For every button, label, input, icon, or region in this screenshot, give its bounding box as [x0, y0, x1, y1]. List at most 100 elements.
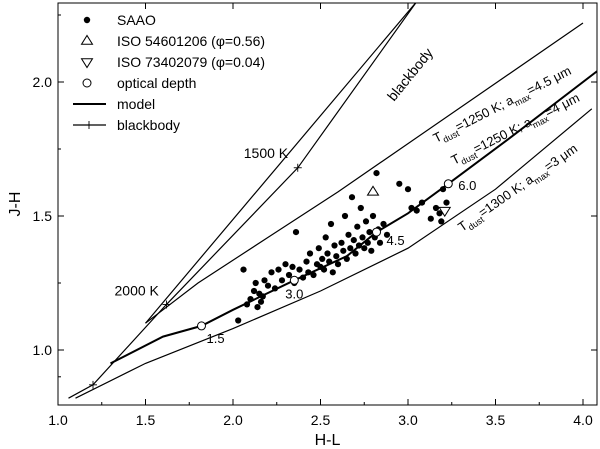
curve-label-part: =1300 K; a — [476, 171, 537, 220]
saao-point — [343, 255, 350, 262]
saao-point — [438, 218, 445, 225]
saao-point — [357, 204, 364, 212]
label-2000K: 2000 K — [115, 282, 160, 298]
saao-point — [354, 223, 361, 230]
saao-point — [352, 250, 359, 257]
axes: 1.0 1.5 2.0 2.5 3.0 3.5 4.0 1.0 1.5 2.0 H-L J-H — [7, 2, 598, 449]
saao-point — [299, 274, 307, 281]
saao-point — [436, 210, 443, 217]
saao-point — [345, 231, 352, 238]
x-tick-label: 3.0 — [398, 412, 418, 428]
blackbody-point — [89, 380, 97, 389]
curve-label-part: =4 μm — [542, 90, 582, 120]
x-tick-label: 3.5 — [486, 412, 506, 428]
saao-point — [282, 261, 289, 268]
saao-point — [348, 194, 356, 201]
optical-depth-point — [197, 321, 206, 331]
saao-point — [364, 239, 371, 246]
saao-point — [275, 266, 282, 273]
saao-point — [418, 199, 426, 206]
saao-point — [347, 245, 354, 252]
plot-markers — [89, 163, 453, 389]
saao-point — [271, 285, 279, 292]
optical-depth-label: 3.0 — [285, 286, 303, 301]
saao-point — [243, 301, 251, 308]
model-line-1300-3 — [75, 108, 593, 399]
saao-point — [427, 215, 434, 222]
x-tick-label: 1.5 — [136, 412, 156, 428]
y-tick-label: 2.0 — [33, 74, 53, 90]
optical-depth-label: 4.5 — [387, 233, 405, 248]
iso-73402079-point — [438, 206, 452, 218]
x-axis-label: H-L — [315, 432, 341, 449]
legend-down-triangle-marker — [80, 58, 94, 69]
saao-point — [327, 220, 335, 228]
saao-point — [310, 271, 317, 279]
legend-saao-marker — [83, 16, 91, 24]
saao-point — [319, 255, 326, 262]
saao-point — [235, 317, 242, 324]
x-tick-label: 1.0 — [48, 412, 68, 428]
saao-point — [329, 269, 336, 276]
legend-up-triangle-marker — [80, 34, 94, 45]
saao-point — [340, 247, 347, 254]
saao-point — [361, 245, 368, 252]
y-tick-label: 1.0 — [33, 342, 53, 358]
saao-point — [404, 186, 412, 193]
legend-open-circle-marker — [82, 78, 92, 88]
saao-point — [320, 266, 328, 273]
saao-point — [443, 199, 450, 206]
saao-point — [366, 229, 373, 236]
saao-point — [305, 269, 312, 276]
saao-point — [359, 234, 366, 241]
saao-point — [261, 277, 268, 284]
saao-point — [439, 186, 447, 193]
saao-point — [396, 180, 403, 187]
saao-point — [247, 296, 254, 303]
saao-point — [324, 250, 331, 257]
saao-point — [334, 261, 342, 268]
blackbody-point — [162, 300, 171, 309]
optical-depth-label: 6.0 — [458, 178, 476, 193]
optical-depth-label: 1.5 — [207, 331, 225, 346]
legend-label: optical depth — [117, 75, 196, 91]
saao-point — [306, 250, 314, 257]
saao-point — [350, 237, 357, 244]
iso-54601206-point — [366, 185, 380, 196]
saao-point — [408, 204, 415, 212]
saao-point — [322, 234, 329, 241]
saao-point — [254, 304, 261, 311]
model-line-1250-4.5 — [145, 22, 584, 324]
saao-point — [380, 220, 387, 228]
saao-point — [285, 271, 293, 279]
saao-point — [326, 258, 333, 265]
saao-point — [278, 277, 286, 284]
saao-point — [432, 204, 440, 212]
saao-point — [373, 170, 380, 177]
saao-point — [268, 269, 275, 276]
x-tick-label: 2.5 — [311, 412, 331, 428]
saao-point — [315, 245, 322, 252]
saao-point — [333, 253, 340, 260]
legend: SAAO ISO 54601206 (φ=0.56) ISO 73402079 (φ… — [73, 12, 265, 133]
saao-point — [383, 231, 391, 238]
saao-point — [240, 266, 247, 273]
saao-point — [259, 293, 266, 300]
saao-point — [362, 218, 370, 225]
saao-point — [289, 263, 296, 270]
legend-label: blackbody — [117, 117, 180, 133]
saao-point — [303, 258, 310, 265]
saao-point — [368, 247, 375, 254]
saao-point — [252, 279, 259, 287]
optical-depth-point — [372, 227, 381, 237]
saao-point — [257, 298, 265, 305]
legend-label: ISO 73402079 (φ=0.04) — [117, 54, 265, 70]
x-tick-label: 2.0 — [223, 412, 243, 428]
saao-point — [341, 212, 349, 220]
x-tick-label: 4.0 — [573, 412, 593, 428]
label-blackbody-curve: blackbody — [384, 45, 436, 104]
saao-point — [355, 242, 363, 249]
legend-label: model — [117, 96, 155, 112]
saao-point — [369, 212, 377, 220]
